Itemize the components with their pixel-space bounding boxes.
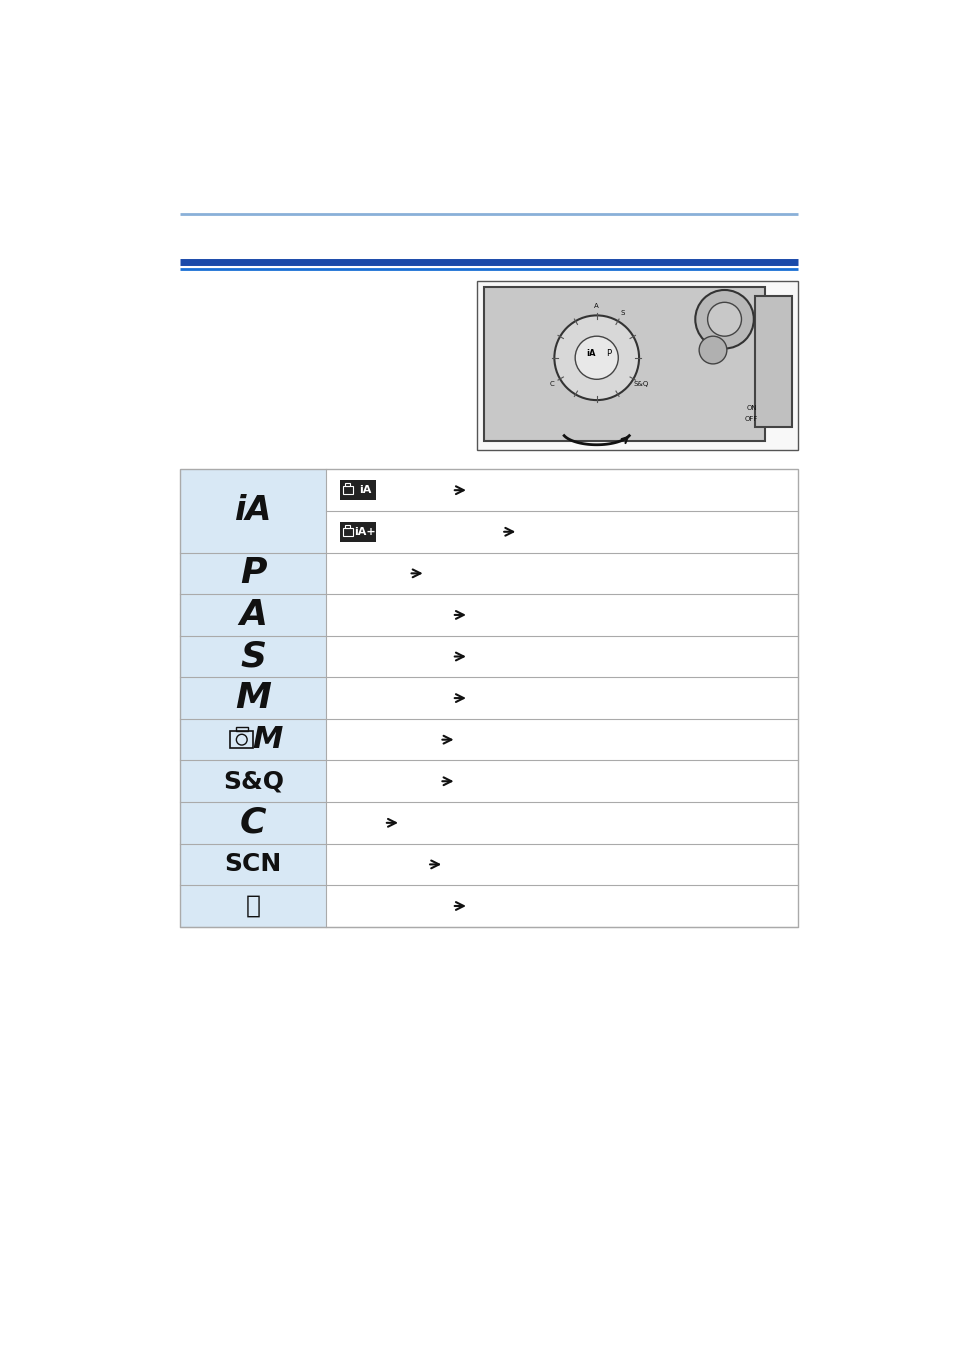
Text: S&Q: S&Q bbox=[633, 381, 648, 386]
Text: iA: iA bbox=[585, 350, 595, 358]
Bar bbox=[180, 469, 797, 927]
Text: iA+: iA+ bbox=[354, 527, 375, 537]
Bar bbox=[326, 802, 797, 843]
Text: S: S bbox=[619, 311, 624, 316]
Bar bbox=[476, 281, 797, 451]
Text: P: P bbox=[240, 557, 266, 590]
Bar bbox=[180, 469, 326, 553]
Bar bbox=[180, 594, 326, 636]
Bar bbox=[326, 594, 797, 636]
Text: M: M bbox=[235, 681, 271, 716]
Bar bbox=[180, 678, 326, 718]
Bar bbox=[342, 529, 353, 535]
Bar bbox=[180, 802, 326, 843]
Bar bbox=[230, 732, 253, 748]
Text: P: P bbox=[605, 350, 610, 358]
Circle shape bbox=[695, 291, 753, 348]
Bar bbox=[180, 885, 326, 927]
Bar bbox=[326, 760, 797, 802]
Bar bbox=[340, 522, 375, 542]
Bar bbox=[180, 553, 326, 594]
Bar bbox=[326, 678, 797, 718]
Bar bbox=[326, 469, 797, 553]
Bar bbox=[180, 718, 326, 760]
Bar bbox=[235, 726, 248, 732]
Bar bbox=[345, 525, 350, 529]
Bar bbox=[180, 636, 326, 678]
Text: iA: iA bbox=[234, 495, 272, 527]
Bar bbox=[345, 483, 350, 487]
Bar bbox=[483, 286, 764, 441]
Bar bbox=[755, 296, 792, 428]
Text: A: A bbox=[594, 303, 598, 309]
Circle shape bbox=[699, 336, 726, 364]
Text: C: C bbox=[549, 381, 554, 386]
Text: SCN: SCN bbox=[225, 853, 282, 877]
Bar bbox=[180, 760, 326, 802]
Text: S&Q: S&Q bbox=[223, 769, 283, 794]
Bar bbox=[340, 480, 375, 500]
Bar bbox=[326, 843, 797, 885]
Bar bbox=[326, 885, 797, 927]
Circle shape bbox=[554, 315, 639, 399]
Text: M: M bbox=[252, 725, 282, 755]
Text: S: S bbox=[240, 639, 266, 674]
Text: A: A bbox=[239, 599, 267, 632]
Bar bbox=[326, 636, 797, 678]
Text: C: C bbox=[240, 806, 266, 839]
Text: iA: iA bbox=[358, 486, 371, 495]
Bar bbox=[342, 487, 353, 494]
Circle shape bbox=[575, 336, 618, 379]
Text: ON: ON bbox=[745, 405, 756, 410]
Bar bbox=[180, 843, 326, 885]
Bar bbox=[326, 553, 797, 594]
Text: 🎨: 🎨 bbox=[246, 894, 260, 919]
Text: OFF: OFF bbox=[744, 417, 758, 422]
Bar bbox=[326, 718, 797, 760]
Circle shape bbox=[707, 303, 740, 336]
